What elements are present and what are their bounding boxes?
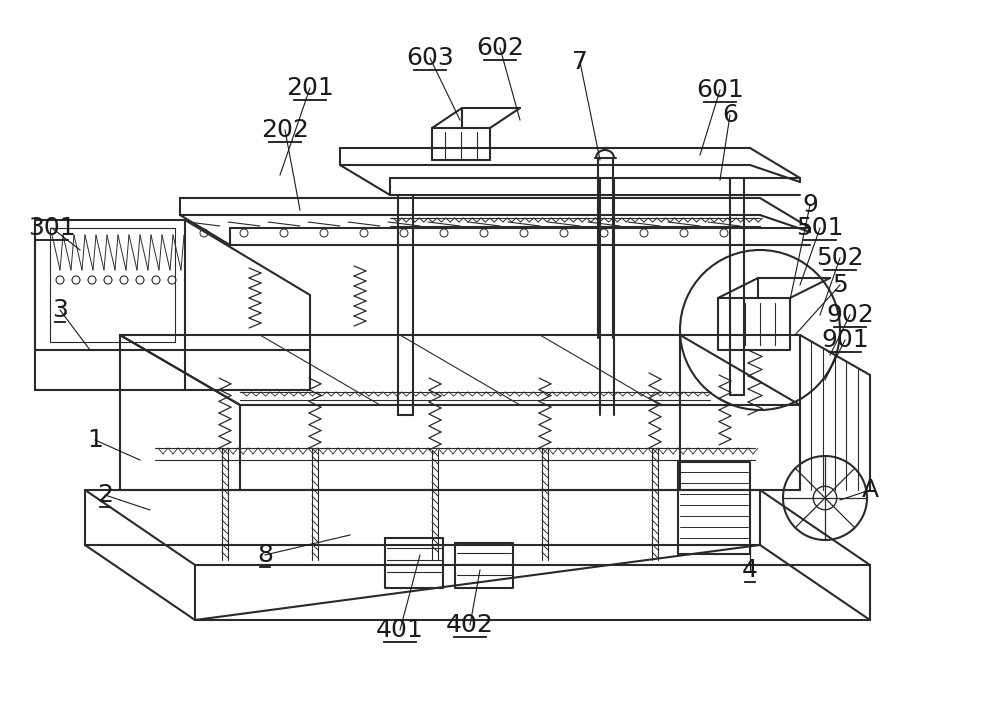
Text: 2: 2 [97,483,113,507]
Text: 7: 7 [572,50,588,74]
Text: 901: 901 [821,328,869,352]
Text: 201: 201 [286,76,334,100]
Text: 4: 4 [742,558,758,582]
Text: 402: 402 [446,613,494,637]
Text: 5: 5 [832,273,848,297]
Text: 301: 301 [28,216,76,240]
Text: A: A [861,478,879,502]
Text: 502: 502 [816,246,864,270]
Text: 401: 401 [376,618,424,642]
Text: 1: 1 [87,428,103,452]
Text: 602: 602 [476,36,524,60]
Text: 902: 902 [826,303,874,327]
Text: 8: 8 [257,543,273,567]
Text: 601: 601 [696,78,744,102]
Text: 6: 6 [722,103,738,127]
Text: 603: 603 [406,46,454,70]
Text: 9: 9 [802,193,818,217]
Text: 3: 3 [52,298,68,322]
Text: 501: 501 [796,216,844,240]
Text: 202: 202 [261,118,309,142]
